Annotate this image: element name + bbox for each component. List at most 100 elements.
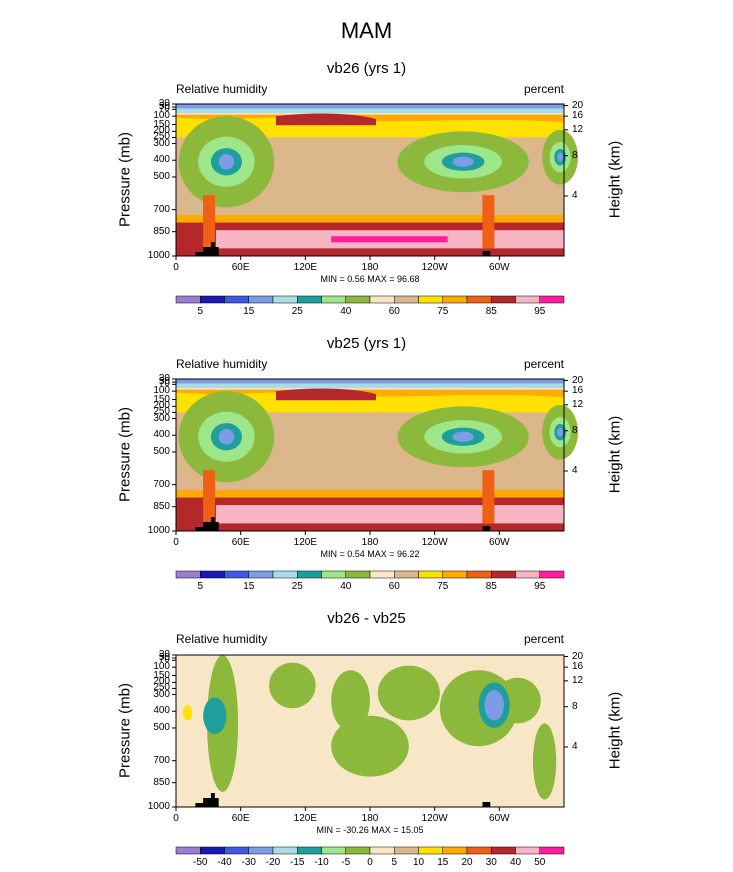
dry-blob-center-1 bbox=[452, 156, 474, 167]
colorbar-label: 75 bbox=[437, 581, 449, 592]
x-tick-label: 180 bbox=[361, 813, 379, 824]
x-tick-label: 120W bbox=[421, 537, 448, 548]
diff-green-4 bbox=[331, 715, 409, 777]
colorbar-label: -10 bbox=[314, 857, 329, 868]
height-tick-label: 4 bbox=[572, 464, 578, 476]
colorbar-swatch bbox=[297, 570, 322, 579]
height-tick-label: 8 bbox=[572, 700, 578, 712]
subtitle-right: percent bbox=[523, 82, 564, 96]
pressure-tick-label: 50 bbox=[158, 101, 170, 113]
band-strat bbox=[176, 104, 564, 109]
height-tick-label: 16 bbox=[572, 661, 584, 673]
diff-green-7 bbox=[532, 723, 557, 800]
colorbar-label: -50 bbox=[193, 857, 208, 868]
colorbar-swatch bbox=[321, 846, 346, 855]
colorbar-swatch bbox=[491, 570, 516, 579]
colorbar-label: 0 bbox=[367, 857, 373, 868]
colorbar-label: 40 bbox=[340, 306, 352, 317]
x-tick-label: 120E bbox=[293, 537, 317, 548]
pressure-tick-label: 700 bbox=[153, 478, 170, 490]
pressure-tick-label: 30 bbox=[158, 649, 170, 660]
panel-1 bbox=[172, 103, 579, 304]
pressure-tick-label: 250 bbox=[153, 406, 170, 418]
diff-green-1 bbox=[269, 662, 316, 709]
colorbar-swatch bbox=[466, 846, 492, 855]
pressure-tick-label: 850 bbox=[153, 225, 170, 237]
diff-green-3 bbox=[377, 665, 440, 721]
stats-text: MIN = -30.26 MAX = 15.05 bbox=[316, 825, 424, 835]
subtitle-left: Relative humidity bbox=[176, 632, 268, 646]
pressure-tick-label: 300 bbox=[153, 688, 170, 700]
stats-text: MIN = 0.56 MAX = 96.68 bbox=[320, 274, 420, 284]
pressure-tick-label: 400 bbox=[153, 705, 170, 717]
height-tick-label: 20 bbox=[572, 650, 584, 662]
colorbar-swatch bbox=[345, 570, 371, 579]
colorbar-label: 15 bbox=[243, 581, 255, 592]
panel-2 bbox=[172, 378, 579, 579]
colorbar-swatch bbox=[297, 295, 322, 304]
pressure-tick-label: 200 bbox=[153, 676, 170, 688]
subtitle-right: percent bbox=[523, 632, 564, 646]
pressure-tick-label: 150 bbox=[153, 669, 170, 681]
x-tick-label: 180 bbox=[361, 262, 379, 273]
colorbar-swatch bbox=[491, 846, 516, 855]
colorbar-swatch bbox=[515, 295, 540, 304]
pressure-tick-label: 850 bbox=[153, 776, 170, 788]
colorbar-label: 30 bbox=[485, 857, 497, 868]
colorbar-label: 5 bbox=[197, 306, 204, 317]
colorbar-swatch bbox=[394, 570, 419, 579]
pressure-tick-label: 200 bbox=[153, 125, 170, 137]
colorbar-swatch bbox=[466, 295, 492, 304]
x-tick-label: 60W bbox=[489, 537, 510, 548]
height-tick-label: 4 bbox=[572, 189, 578, 201]
colorbar-label: 95 bbox=[534, 306, 546, 317]
colorbar-label: 60 bbox=[388, 306, 400, 317]
height-tick-label: 12 bbox=[572, 123, 584, 135]
colorbar-swatch bbox=[272, 846, 298, 855]
x-tick-label: 120E bbox=[293, 262, 317, 273]
subtitle-right: percent bbox=[523, 357, 564, 371]
colorbar-swatch bbox=[345, 846, 371, 855]
colorbar-swatch bbox=[418, 846, 443, 855]
colorbar-swatch bbox=[539, 570, 565, 579]
colorbar-label: 95 bbox=[534, 581, 546, 592]
colorbar-swatch bbox=[175, 570, 201, 579]
y2-axis-label: Height (km) bbox=[606, 140, 624, 219]
colorbar-swatch bbox=[175, 295, 201, 304]
pressure-tick-label: 300 bbox=[153, 137, 170, 149]
pressure-tick-label: 100 bbox=[153, 661, 170, 673]
colorbar-swatch bbox=[515, 570, 540, 579]
stats-text: MIN = 0.54 MAX = 96.22 bbox=[320, 549, 420, 559]
colorbar-label: 75 bbox=[437, 306, 449, 317]
colorbar-swatch bbox=[418, 570, 443, 579]
band-upper-core bbox=[276, 113, 376, 126]
pressure-tick-label: 50 bbox=[158, 652, 170, 664]
subtitle-left: Relative humidity bbox=[176, 357, 268, 371]
colorbar-label: 15 bbox=[437, 857, 449, 868]
dry-blob-center-2 bbox=[557, 152, 564, 162]
colorbar-swatch bbox=[442, 295, 468, 304]
pressure-tick-label: 70 bbox=[158, 378, 170, 390]
topography bbox=[195, 242, 219, 256]
topography-andes bbox=[482, 251, 491, 256]
pressure-tick-label: 700 bbox=[153, 203, 170, 215]
tower-1 bbox=[482, 470, 495, 524]
band-upper-core bbox=[276, 388, 376, 401]
subtitle-left: Relative humidity bbox=[176, 82, 268, 96]
colorbar-swatch bbox=[200, 295, 225, 304]
colorbar-label: -5 bbox=[341, 857, 351, 868]
topography-andes bbox=[482, 802, 491, 807]
colorbar-swatch bbox=[248, 295, 274, 304]
colorbar-swatch bbox=[272, 570, 298, 579]
pressure-tick-label: 30 bbox=[158, 373, 170, 384]
pressure-tick-label: 1000 bbox=[147, 801, 170, 812]
panel-3 bbox=[172, 654, 568, 855]
x-tick-label: 60E bbox=[231, 813, 250, 824]
colorbar-swatch bbox=[539, 846, 565, 855]
band-strat-2 bbox=[176, 108, 564, 114]
topography bbox=[195, 793, 219, 807]
band-top bbox=[176, 655, 564, 662]
pressure-tick-label: 250 bbox=[153, 682, 170, 694]
colorbar-label: 40 bbox=[509, 857, 522, 868]
